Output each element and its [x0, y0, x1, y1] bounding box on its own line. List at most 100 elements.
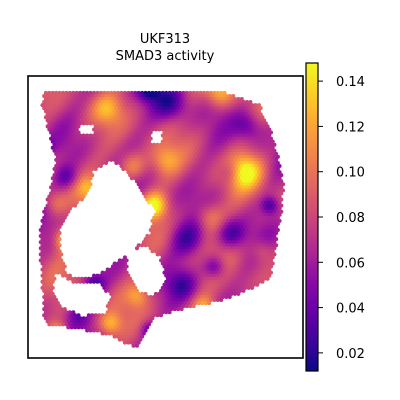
tissue-spot: [169, 112, 174, 117]
tissue-spot: [265, 191, 270, 196]
tissue-spot: [147, 139, 151, 144]
tissue-spot: [205, 273, 210, 278]
tissue-spot: [234, 258, 239, 263]
tissue-spot: [177, 267, 182, 272]
tissue-spot: [258, 203, 263, 208]
tissue-spot: [263, 182, 268, 187]
tissue-spot: [92, 273, 96, 278]
tissue-spot: [172, 221, 177, 226]
tissue-spot: [248, 197, 253, 202]
tissue-spot: [243, 224, 248, 229]
tissue-spot: [205, 279, 210, 284]
tissue-spot: [220, 173, 225, 178]
tissue-spot: [229, 285, 234, 290]
tissue-spot: [205, 200, 210, 205]
tissue-spot: [59, 197, 64, 202]
tissue-spot: [124, 288, 129, 293]
tissue-spot: [236, 285, 241, 290]
tissue-spot: [196, 288, 201, 293]
tissue-spot: [105, 157, 110, 162]
tissue-spot: [49, 215, 54, 220]
tissue-spot: [136, 109, 141, 114]
tissue-spot: [275, 227, 280, 232]
tissue-spot: [155, 234, 160, 239]
tissue-spot: [54, 188, 59, 193]
tissue-spot: [236, 243, 241, 248]
tissue-spot: [238, 234, 243, 239]
tissue-spot: [238, 100, 243, 105]
tissue-spot: [202, 255, 206, 260]
tissue-spot: [212, 164, 217, 169]
tissue-spot: [55, 124, 60, 129]
tissue-spot: [231, 142, 236, 147]
tissue-spot: [42, 258, 47, 263]
tissue-spot: [189, 240, 194, 245]
tissue-spot: [214, 221, 219, 226]
tissue-spot: [191, 176, 196, 181]
tissue-spot: [184, 279, 189, 284]
tissue-spot: [81, 133, 86, 138]
tissue-spot: [49, 93, 54, 98]
tissue-spot: [184, 231, 189, 236]
tissue-spot: [263, 164, 268, 169]
tissue-spot: [212, 121, 217, 126]
tissue-spot: [165, 240, 170, 245]
tissue-spot: [83, 276, 88, 281]
tissue-spot: [79, 160, 84, 165]
tissue-spot: [258, 179, 263, 184]
tissue-spot: [145, 124, 150, 129]
colorbar: [305, 62, 319, 372]
tissue-spot: [239, 127, 244, 132]
tissue-spot: [198, 145, 203, 150]
tissue-spot: [150, 304, 155, 309]
tissue-spot: [167, 249, 172, 254]
tissue-spot: [54, 127, 59, 132]
tissue-spot: [212, 231, 217, 236]
tissue-spot: [109, 139, 114, 144]
tissue-spot: [253, 121, 258, 126]
tissue-spot: [114, 276, 119, 281]
tissue-spot: [47, 103, 52, 108]
tissue-spot: [210, 191, 215, 196]
tissue-spot: [215, 285, 220, 290]
tissue-spot: [104, 106, 109, 111]
tissue-spot: [226, 212, 231, 217]
tissue-spot: [81, 316, 86, 321]
tissue-spot: [98, 103, 103, 108]
tissue-spot: [258, 246, 263, 251]
tissue-spot: [62, 264, 67, 269]
tissue-spot: [255, 136, 260, 141]
tissue-spot: [148, 197, 153, 202]
tissue-spot: [177, 298, 182, 303]
tissue-spot: [220, 246, 225, 251]
tissue-spot: [129, 127, 134, 132]
tissue-spot: [184, 261, 189, 266]
tissue-spot: [165, 282, 170, 287]
tissue-spot: [224, 264, 229, 269]
tissue-spot: [105, 151, 110, 156]
tissue-spot: [131, 160, 136, 165]
tissue-spot: [244, 252, 249, 257]
tissue-spot: [49, 313, 54, 318]
tissue-spot: [167, 279, 172, 284]
tissue-spot: [217, 282, 222, 287]
tissue-spot: [162, 307, 167, 312]
tissue-spot: [181, 139, 186, 144]
tissue-spot: [43, 243, 48, 248]
tissue-spot: [71, 322, 76, 327]
tissue-spot: [238, 276, 243, 281]
tissue-spot: [148, 294, 153, 299]
tissue-spot: [54, 176, 59, 181]
tissue-spot: [45, 258, 50, 263]
tissue-spot: [191, 170, 196, 175]
tissue-spot: [183, 301, 188, 306]
tissue-spot: [165, 185, 170, 190]
tissue-spot: [232, 255, 237, 260]
tissue-spot: [147, 237, 151, 242]
tissue-spot: [100, 154, 105, 159]
tissue-spot: [49, 276, 54, 281]
tissue-spot: [238, 252, 243, 257]
tissue-spot: [78, 103, 83, 108]
tissue-spot: [153, 188, 158, 193]
tissue-spot: [210, 100, 215, 105]
